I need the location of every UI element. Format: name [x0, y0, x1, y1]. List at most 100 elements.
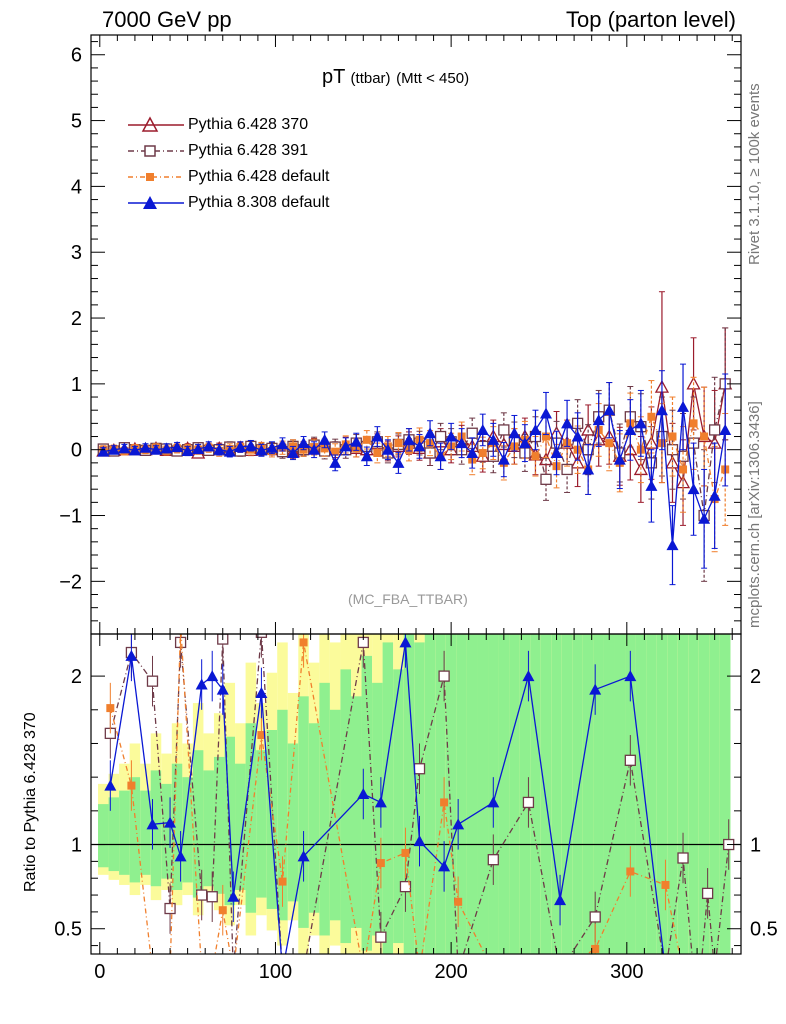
- point-p8: [223, 445, 236, 457]
- ratio-band-green: [593, 634, 604, 954]
- ratio-band-green: [719, 634, 731, 954]
- point-p8: [402, 433, 415, 445]
- y-tick-label: 0: [71, 440, 82, 462]
- point-p391: [561, 463, 573, 476]
- ratio-band-green: [656, 634, 668, 954]
- ratio-point-p8: [195, 678, 208, 690]
- point-p8: [455, 437, 468, 449]
- ratio-band-green: [509, 634, 520, 954]
- legend: Pythia 6.428 370 Pythia 6.428 391 Pythia…: [126, 112, 329, 216]
- ratio-band-green: [98, 804, 109, 868]
- ratio-band-green: [203, 770, 214, 887]
- ratio-y-axis-label: Ratio to Pythia 6.428 370: [22, 712, 39, 892]
- y-tick-label: 3: [71, 242, 82, 264]
- point-p391: [677, 450, 689, 462]
- point-p8: [529, 423, 542, 435]
- ratio-uncertainty-bands: [98, 634, 731, 954]
- y-tick-label: −1: [59, 506, 82, 528]
- ratio-band-green: [319, 682, 330, 936]
- ratio-point-p391: [206, 891, 218, 903]
- legend-marker-filled-square-icon: [128, 173, 184, 181]
- point-p391: [434, 430, 447, 443]
- ratio-y-tick-label: 0.5: [54, 919, 82, 941]
- ratio-band-green: [287, 743, 299, 902]
- ratio-point-p391: [522, 796, 535, 809]
- ratio-point-pdef: [299, 638, 308, 647]
- ratio-band-green: [445, 634, 457, 954]
- point-p8: [698, 512, 711, 524]
- plot-title: pT (ttbar) (Mtt < 450): [322, 66, 469, 89]
- ratio-band-green: [540, 634, 552, 954]
- y-tick-label: 4: [71, 176, 82, 198]
- ratio-point-p8: [206, 670, 219, 682]
- ratio-point-p391: [438, 670, 450, 682]
- ratio-point-pdef: [440, 798, 449, 807]
- ratio-band-green: [351, 696, 362, 928]
- ratio-point-pdef: [626, 867, 635, 876]
- ratio-point-pdef: [401, 848, 410, 857]
- point-pdef: [394, 439, 403, 448]
- ratio-point-p8: [413, 835, 426, 847]
- ratio-point-pdef: [376, 859, 385, 868]
- ratio-point-p391: [589, 911, 601, 923]
- point-pdef: [362, 435, 371, 444]
- ratio-point-p8: [399, 636, 412, 648]
- point-p8: [719, 423, 732, 435]
- ratio-point-p391: [624, 754, 636, 766]
- ratio-band-green: [698, 634, 710, 954]
- ratio-band-green: [677, 634, 689, 954]
- point-p8: [445, 430, 458, 442]
- legend-item-p8: Pythia 8.308 default: [126, 190, 329, 216]
- point-pdef: [605, 439, 614, 448]
- ratio-point-p391: [375, 931, 387, 943]
- legend-item-p370: Pythia 6.428 370: [126, 112, 329, 138]
- legend-label-p370: Pythia 6.428 370: [188, 116, 309, 133]
- point-p8: [128, 444, 141, 456]
- x-tick-label: 0: [94, 961, 105, 983]
- point-p8: [655, 404, 668, 416]
- point-p8: [181, 445, 194, 457]
- point-p8: [434, 450, 447, 462]
- point-pdef: [331, 447, 340, 456]
- ratio-point-p8: [624, 670, 637, 682]
- ratio-band-green: [213, 756, 225, 894]
- ratio-point-p8: [522, 670, 535, 682]
- point-p8: [150, 443, 162, 455]
- ratio-band-green: [667, 634, 678, 954]
- ratio-band-green: [519, 634, 531, 954]
- point-pdef: [668, 432, 677, 441]
- point-pdef: [478, 448, 487, 457]
- ratio-band-green: [466, 634, 478, 954]
- ratio-band-green: [171, 763, 183, 890]
- ratio-band-green: [382, 642, 394, 954]
- ratio-band-green: [414, 642, 425, 954]
- point-p8: [202, 440, 215, 452]
- point-p8: [476, 423, 489, 435]
- point-p8: [424, 427, 437, 439]
- ratio-line-p391: [109, 634, 730, 954]
- point-p8: [329, 456, 342, 468]
- ratio-band-green: [498, 634, 510, 954]
- ratio-band-green: [625, 634, 636, 954]
- point-pdef: [531, 452, 540, 461]
- ratio-band-green: [477, 634, 489, 954]
- point-p8: [339, 440, 352, 452]
- ratio-band-green: [372, 682, 383, 936]
- point-pdef: [647, 412, 656, 421]
- y-tick-label: 1: [71, 374, 82, 396]
- ratio-band-green: [635, 634, 647, 954]
- point-p8: [160, 442, 173, 454]
- ratio-series: [91, 634, 741, 954]
- point-pdef: [373, 448, 382, 457]
- point-pdef: [700, 432, 709, 441]
- ratio-band-green: [108, 797, 120, 872]
- point-p391: [498, 424, 510, 436]
- ratio-y-tick-label-right: 2: [750, 666, 761, 688]
- ratio-band-green: [140, 790, 151, 875]
- point-p8: [297, 437, 310, 449]
- ratio-band-green: [298, 696, 309, 928]
- ratio-point-p8: [227, 890, 240, 902]
- ratio-band-green: [182, 777, 193, 883]
- ratio-band-green: [192, 750, 204, 898]
